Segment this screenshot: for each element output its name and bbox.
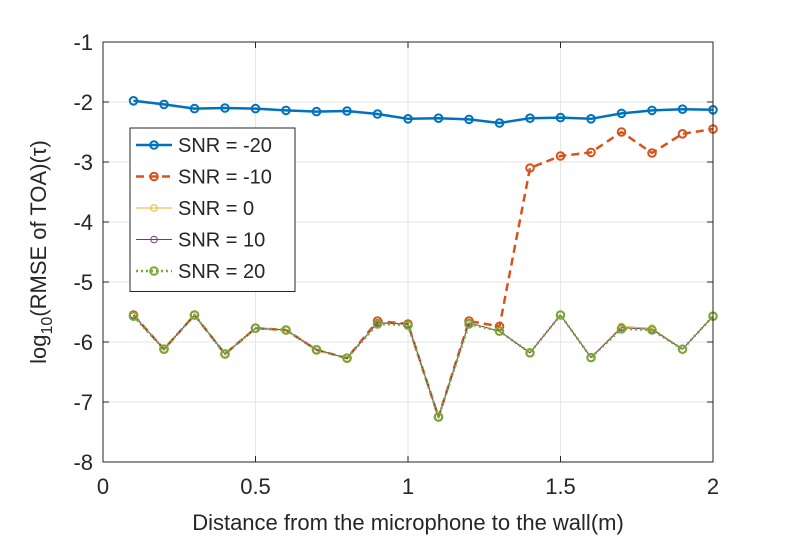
y-axis-label: log10(RMSE of TOA)(τ) (26, 140, 56, 364)
axis-ticks: 0 0.5 1 1.5 2 -8 -7 -6 -5 -4 -3 -2 -1 (73, 30, 719, 499)
legend-label: SNR = -10 (178, 167, 272, 189)
data-point (494, 118, 505, 128)
series-4 (128, 310, 718, 422)
data-point (433, 113, 444, 123)
series-layer (128, 96, 718, 422)
data-point (189, 310, 200, 320)
x-tick-label: 1 (402, 474, 414, 499)
x-tick-label: 0 (97, 474, 109, 499)
legend: SNR = -20 SNR = -10 SNR = 0 SNR = 10 SNR = 2… (129, 127, 296, 292)
legend-item: SNR = -20 (136, 135, 272, 157)
data-point (555, 310, 566, 320)
legend-marker (150, 204, 158, 212)
legend-marker (149, 140, 159, 150)
data-point (281, 105, 291, 116)
data-point (555, 151, 566, 161)
legend-label: SNR = 20 (178, 261, 265, 283)
data-point (372, 319, 383, 329)
x-tick-label: 0.5 (240, 474, 271, 499)
data-point (281, 325, 291, 335)
data-point (128, 311, 139, 322)
legend-label: SNR = 10 (178, 230, 265, 252)
y-axis-label-prefix: log (26, 335, 51, 364)
data-point (159, 99, 169, 110)
y-tick-label: -3 (73, 150, 93, 175)
data-point (525, 348, 535, 358)
data-point (311, 345, 322, 355)
legend-label: SNR = -20 (178, 135, 272, 157)
data-point (464, 319, 474, 329)
data-point (464, 316, 474, 326)
data-point (525, 163, 535, 173)
y-tick-label: -6 (73, 330, 93, 355)
data-point (250, 323, 261, 334)
y-axis-label-subscript: 10 (39, 317, 56, 335)
y-tick-label: -8 (73, 450, 93, 475)
data-point (677, 104, 688, 114)
data-point (677, 344, 688, 355)
data-point (159, 344, 169, 355)
data-point (464, 114, 474, 125)
legend-marker (150, 235, 158, 244)
data-point (433, 412, 444, 422)
y-tick-label: -7 (73, 390, 93, 415)
y-tick-label: -5 (73, 270, 93, 295)
data-point (555, 112, 566, 123)
legend-item: SNR = 10 (136, 230, 265, 252)
data-point (128, 96, 139, 106)
x-axis-label: Distance from the microphone to the wall… (192, 510, 624, 535)
data-point (616, 108, 627, 119)
legend-item: SNR = -10 (136, 167, 272, 189)
data-point (342, 353, 352, 364)
legend-item: SNR = 20 (136, 261, 265, 283)
y-tick-label: -2 (73, 90, 93, 115)
data-point (647, 105, 657, 116)
legend-marker (149, 171, 159, 182)
x-tick-label: 1.5 (545, 474, 576, 499)
series-line (133, 99, 714, 125)
series-line (132, 313, 714, 419)
data-point (189, 103, 200, 114)
data-point (586, 352, 596, 363)
y-tick-label: -4 (73, 210, 93, 235)
y-tick-label: -1 (73, 30, 93, 55)
data-point (647, 325, 657, 335)
legend-marker (149, 266, 159, 276)
legend-box (129, 127, 296, 292)
data-point (586, 147, 596, 158)
data-point (616, 127, 627, 137)
series-0 (128, 96, 718, 128)
x-tick-label: 2 (707, 474, 719, 499)
data-point (311, 106, 322, 117)
data-point (494, 326, 505, 337)
data-point (372, 109, 383, 119)
data-point (616, 324, 627, 334)
data-point (342, 106, 352, 116)
data-point (403, 320, 413, 331)
legend-item: SNR = 0 (136, 198, 254, 220)
data-point (372, 316, 383, 326)
data-point (586, 114, 596, 124)
data-point (647, 148, 657, 158)
data-point (220, 349, 230, 359)
data-point (525, 113, 535, 123)
data-point (403, 114, 413, 124)
data-point (220, 103, 230, 113)
data-point (250, 103, 261, 114)
y-axis-label-suffix: (RMSE of TOA)(τ) (26, 140, 51, 317)
legend-label: SNR = 0 (178, 198, 254, 220)
data-point (677, 129, 688, 139)
